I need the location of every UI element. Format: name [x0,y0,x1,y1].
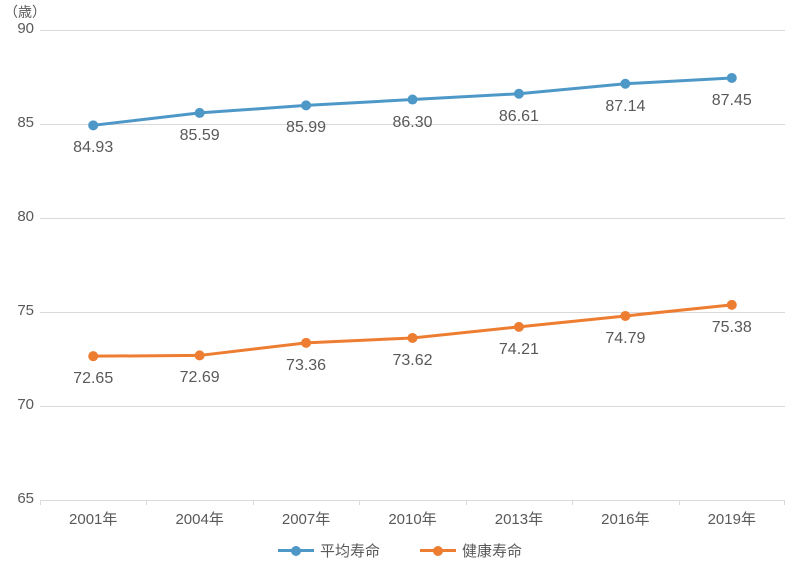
x-tick-label: 2004年 [175,508,223,529]
data-label: 74.79 [605,330,645,348]
y-tick-label: 75 [4,302,34,319]
data-label: 86.30 [392,114,432,132]
series-marker-1 [727,300,737,310]
plot-area [40,30,785,500]
series-marker-1 [514,322,524,332]
x-tick [359,500,360,505]
x-tick-label: 2016年 [601,508,649,529]
data-label: 87.45 [712,92,752,110]
legend-label-2: 健康寿命 [462,540,522,561]
data-label: 72.65 [73,370,113,388]
y-axis-title: （歳） [4,2,46,22]
data-label: 87.14 [605,98,645,116]
data-label: 85.59 [180,127,220,145]
series-marker-0 [620,79,630,89]
x-tick-label: 2007年 [282,508,330,529]
data-label: 73.36 [286,357,326,375]
y-tick-label: 65 [4,490,34,507]
legend-marker-1 [278,546,314,556]
y-tick-label: 80 [4,208,34,225]
x-tick [146,500,147,505]
x-tick-label: 2013年 [495,508,543,529]
x-tick-label: 2019年 [708,508,756,529]
x-tick-label: 2010年 [388,508,436,529]
series-marker-1 [408,333,418,343]
series-marker-1 [620,311,630,321]
legend-item-healthy-life: 健康寿命 [420,540,522,561]
life-expectancy-chart: （歳） 65 70 75 80 85 90 2001年 2004年 2007年 2010年 201… [0,0,800,568]
x-axis-line [40,500,785,501]
series-marker-0 [195,108,205,118]
x-tick [784,500,785,505]
series-marker-0 [88,120,98,130]
y-tick-label: 90 [4,20,34,37]
series-marker-0 [514,89,524,99]
legend-item-life-expectancy: 平均寿命 [278,540,380,561]
y-tick-label: 70 [4,396,34,413]
data-label: 86.61 [499,108,539,126]
data-label: 73.62 [392,352,432,370]
data-label: 84.93 [73,139,113,157]
legend-marker-2 [420,546,456,556]
x-tick [253,500,254,505]
series-marker-1 [195,350,205,360]
x-tick [572,500,573,505]
data-label: 72.69 [180,369,220,387]
series-marker-0 [727,73,737,83]
series-marker-0 [408,95,418,105]
x-tick-label: 2001年 [69,508,117,529]
series-marker-1 [301,338,311,348]
data-label: 74.21 [499,341,539,359]
data-label: 85.99 [286,119,326,137]
series-marker-1 [88,351,98,361]
series-marker-0 [301,100,311,110]
x-tick [679,500,680,505]
legend: 平均寿命 健康寿命 [0,540,800,561]
x-tick [466,500,467,505]
y-tick-label: 85 [4,114,34,131]
data-label: 75.38 [712,319,752,337]
legend-label-1: 平均寿命 [320,540,380,561]
x-tick [40,500,41,505]
